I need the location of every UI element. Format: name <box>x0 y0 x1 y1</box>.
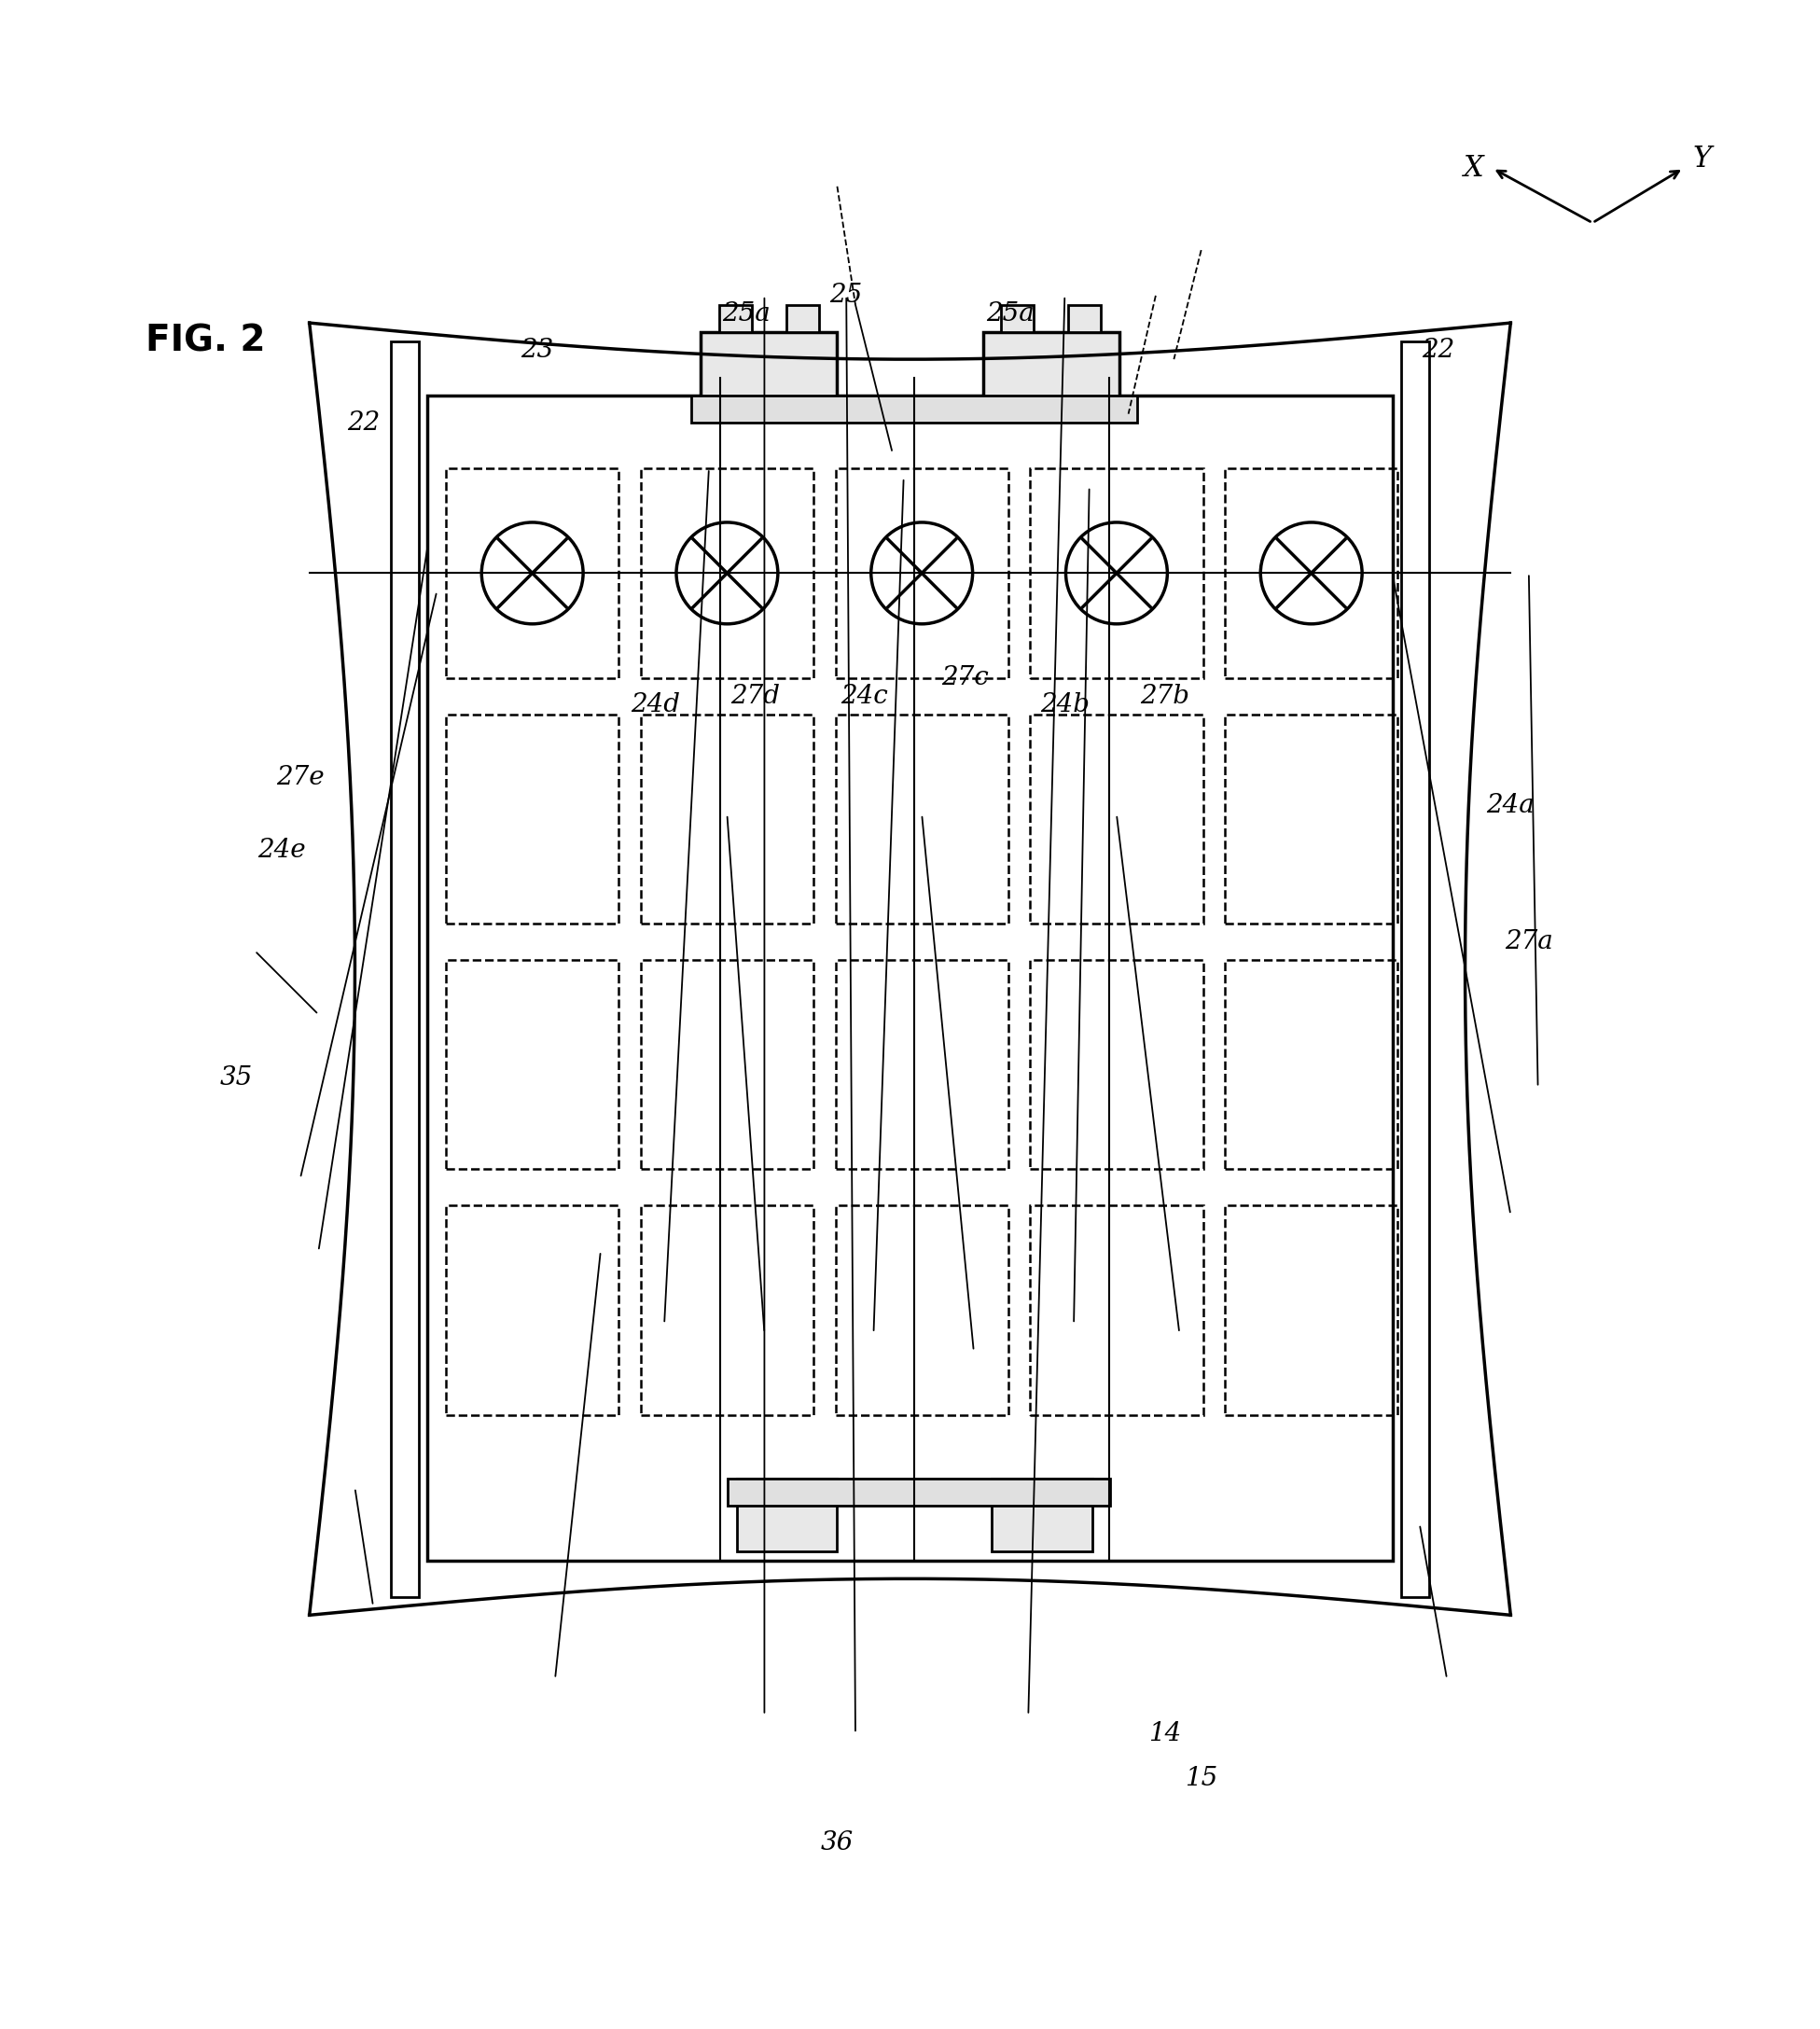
Bar <box>641 1205 814 1414</box>
Text: 24d: 24d <box>630 692 681 718</box>
Text: 27c: 27c <box>941 666 988 690</box>
Bar <box>786 304 819 333</box>
Text: 25: 25 <box>830 282 863 308</box>
Text: FIG. 2: FIG. 2 <box>146 323 266 359</box>
Bar <box>835 714 1008 923</box>
Bar <box>728 1479 1110 1506</box>
Bar <box>737 1479 837 1552</box>
Text: 25a: 25a <box>723 300 770 327</box>
Text: 22: 22 <box>348 410 380 436</box>
Bar <box>641 960 814 1169</box>
Bar <box>428 396 1392 1560</box>
Bar <box>992 1479 1092 1552</box>
Bar <box>835 469 1008 678</box>
Bar <box>446 714 619 923</box>
Bar <box>692 396 1138 422</box>
Text: 27e: 27e <box>277 765 324 791</box>
Text: 23: 23 <box>521 337 553 363</box>
Bar <box>1030 960 1203 1169</box>
Bar <box>1401 341 1429 1597</box>
Bar <box>446 469 619 678</box>
Bar <box>1225 469 1398 678</box>
Text: 27a: 27a <box>1505 929 1552 954</box>
Bar <box>1001 304 1034 333</box>
Bar <box>1225 960 1398 1169</box>
Bar <box>1068 304 1101 333</box>
Text: 24a: 24a <box>1487 793 1534 818</box>
Bar <box>1030 469 1203 678</box>
Text: Y: Y <box>1693 144 1711 174</box>
Bar <box>983 333 1119 406</box>
Bar <box>446 960 619 1169</box>
Bar <box>701 333 837 406</box>
Text: 25a: 25a <box>986 300 1034 327</box>
Bar <box>1225 1205 1398 1414</box>
Bar <box>446 1205 619 1414</box>
Text: 27d: 27d <box>730 684 781 708</box>
Text: 27b: 27b <box>1139 684 1190 708</box>
Bar <box>1030 714 1203 923</box>
Bar <box>1030 1205 1203 1414</box>
Bar <box>835 960 1008 1169</box>
Bar <box>1225 714 1398 923</box>
Bar <box>391 341 419 1597</box>
Text: 14: 14 <box>1148 1721 1181 1747</box>
Text: X: X <box>1463 154 1485 183</box>
Text: 24c: 24c <box>841 684 888 708</box>
Bar <box>641 714 814 923</box>
Bar <box>719 304 752 333</box>
Text: 24b: 24b <box>1039 692 1090 718</box>
Bar <box>641 469 814 678</box>
Text: 22: 22 <box>1421 337 1454 363</box>
Bar <box>835 1205 1008 1414</box>
Text: 15: 15 <box>1185 1767 1218 1792</box>
Text: 36: 36 <box>821 1830 854 1855</box>
Text: 35: 35 <box>220 1065 253 1092</box>
Text: 24e: 24e <box>258 838 306 862</box>
